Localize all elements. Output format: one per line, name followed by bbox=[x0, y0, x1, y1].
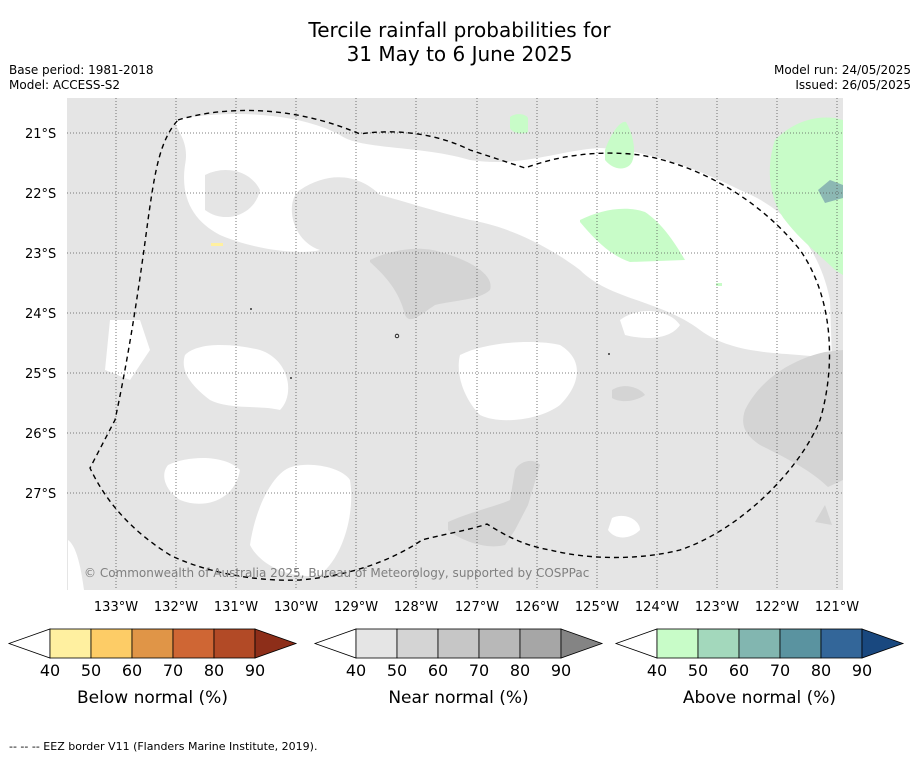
near-normal-colorbar-tick-label: 60 bbox=[428, 661, 448, 680]
below-normal-colorbar-over-triangle bbox=[254, 628, 298, 659]
above-normal-region-small bbox=[510, 114, 528, 134]
above-normal-colorbar-under-triangle bbox=[614, 628, 658, 659]
lat-label-26s: 26°S bbox=[25, 427, 56, 442]
near-normal-colorbar-tick-label: 70 bbox=[469, 661, 489, 680]
above-normal-region-north bbox=[605, 121, 635, 169]
above-normal-region-central bbox=[580, 208, 685, 262]
longitude-labels: 133°W 132°W 131°W 130°W 129°W 128°W 127°… bbox=[94, 600, 859, 615]
below-normal-colorbar: 40 50 60 70 80 90 Below normal (%) bbox=[7, 628, 298, 708]
near-normal-colorbar-tick-label: 40 bbox=[346, 661, 366, 680]
near-normal-colorbar-segment bbox=[478, 628, 521, 659]
above-normal-colorbar-tick-label: 80 bbox=[811, 661, 831, 680]
lon-label-124w: 124°W bbox=[635, 600, 679, 615]
model-run: Model run: 24/05/2025 bbox=[773, 63, 911, 77]
lon-label-123w: 123°W bbox=[695, 600, 739, 615]
above-normal-tiny-patch bbox=[716, 283, 722, 286]
above-normal-colorbar-segment bbox=[738, 628, 781, 659]
eez-border bbox=[89, 109, 831, 581]
island-marker-1 bbox=[250, 308, 252, 310]
above-normal-colorbar-title: Above normal (%) bbox=[683, 688, 836, 708]
lon-label-121w: 121°W bbox=[815, 600, 859, 615]
eez-footnote: -- -- -- EEZ border V11 (Flanders Marine… bbox=[9, 740, 318, 753]
below-normal-colorbar-segment bbox=[213, 628, 256, 659]
colorbar-legends: 40 50 60 70 80 90 Below normal (%) 40 50 60 70 80 90… bbox=[7, 628, 905, 708]
near-normal-colorbar-tick-label: 50 bbox=[387, 661, 407, 680]
lon-label-128w: 128°W bbox=[394, 600, 438, 615]
above-normal-colorbar-tick-label: 70 bbox=[770, 661, 790, 680]
lon-label-127w: 127°W bbox=[455, 600, 499, 615]
lon-label-131w: 131°W bbox=[214, 600, 258, 615]
above-normal-colorbar-tick-label: 40 bbox=[647, 661, 667, 680]
below-normal-colorbar-tick-label: 70 bbox=[163, 661, 183, 680]
island-marker-4 bbox=[608, 353, 610, 355]
below-normal-patch bbox=[211, 243, 223, 246]
title-line-2: 31 May to 6 June 2025 bbox=[346, 42, 573, 66]
near-normal-region bbox=[67, 98, 843, 590]
meta-left: Base period: 1981-2018 Model: ACCESS-S2 bbox=[9, 63, 154, 93]
lon-label-130w: 130°W bbox=[274, 600, 318, 615]
near-normal-darker-se bbox=[815, 505, 832, 525]
model-name: Model: ACCESS-S2 bbox=[9, 78, 121, 92]
lon-label-132w: 132°W bbox=[154, 600, 198, 615]
above-normal-colorbar-segment bbox=[656, 628, 699, 659]
lat-label-27s: 27°S bbox=[25, 487, 56, 502]
below-normal-colorbar-tick-label: 90 bbox=[245, 661, 265, 680]
lat-label-25s: 25°S bbox=[25, 367, 56, 382]
near-normal-colorbar-title: Near normal (%) bbox=[388, 688, 528, 708]
above-normal-region-east bbox=[769, 117, 843, 275]
map-area: © Commonwealth of Australia 2025, Bureau… bbox=[67, 98, 843, 590]
near-normal-colorbar-segment bbox=[355, 628, 398, 659]
near-normal-colorbar-segment bbox=[396, 628, 439, 659]
near-normal-colorbar-over-triangle bbox=[560, 628, 604, 659]
below-normal-colorbar-segment bbox=[172, 628, 215, 659]
below-normal-colorbar-tick-label: 60 bbox=[122, 661, 142, 680]
base-period: Base period: 1981-2018 bbox=[9, 63, 154, 77]
lon-label-126w: 126°W bbox=[515, 600, 559, 615]
issued-date: Issued: 26/05/2025 bbox=[795, 78, 911, 92]
near-normal-colorbar-segment bbox=[437, 628, 480, 659]
below-normal-colorbar-segment bbox=[49, 628, 92, 659]
above-normal-colorbar-tick-label: 90 bbox=[852, 661, 872, 680]
lon-label-125w: 125°W bbox=[575, 600, 619, 615]
above-normal-colorbar-tick-label: 60 bbox=[729, 661, 749, 680]
latitude-labels: 21°S 22°S 23°S 24°S 25°S 26°S 27°S bbox=[25, 127, 56, 502]
below-normal-colorbar-title: Below normal (%) bbox=[77, 688, 228, 708]
lon-label-133w: 133°W bbox=[94, 600, 138, 615]
above-normal-colorbar-over-triangle bbox=[861, 628, 905, 659]
below-normal-colorbar-segment bbox=[131, 628, 174, 659]
island-marker-2 bbox=[290, 377, 292, 379]
grid-lines bbox=[67, 98, 843, 590]
chart-title: Tercile rainfall probabilities for 31 Ma… bbox=[0, 18, 919, 66]
below-normal-colorbar-under-triangle bbox=[7, 628, 51, 659]
lat-label-24s: 24°S bbox=[25, 307, 56, 322]
near-normal-darker-east bbox=[743, 350, 843, 487]
lon-label-129w: 129°W bbox=[334, 600, 378, 615]
above-normal-colorbar: 40 50 60 70 80 90 Above normal (%) bbox=[614, 628, 905, 708]
title-line-1: Tercile rainfall probabilities for bbox=[308, 18, 611, 42]
below-normal-colorbar-tick-label: 50 bbox=[81, 661, 101, 680]
above-normal-colorbar-segment bbox=[697, 628, 740, 659]
lat-label-23s: 23°S bbox=[25, 247, 56, 262]
lon-label-122w: 122°W bbox=[755, 600, 799, 615]
lat-label-21s: 21°S bbox=[25, 127, 56, 142]
island-marker-3 bbox=[394, 333, 400, 339]
below-normal-colorbar-segment bbox=[90, 628, 133, 659]
above-normal-colorbar-segment bbox=[779, 628, 822, 659]
meta-right: Model run: 24/05/2025 Issued: 26/05/2025 bbox=[774, 63, 911, 93]
below-normal-colorbar-tick-label: 80 bbox=[204, 661, 224, 680]
near-normal-darker-central bbox=[370, 248, 491, 320]
above-normal-colorbar-tick-label: 50 bbox=[688, 661, 708, 680]
near-normal-colorbar-tick-label: 90 bbox=[551, 661, 571, 680]
near-normal-colorbar-tick-label: 80 bbox=[510, 661, 530, 680]
below-normal-colorbar-tick-label: 40 bbox=[40, 661, 60, 680]
near-normal-darker-south bbox=[448, 460, 540, 547]
above-normal-colorbar-segment bbox=[820, 628, 863, 659]
copyright-notice: © Commonwealth of Australia 2025, Bureau… bbox=[84, 566, 589, 580]
near-normal-colorbar-segment bbox=[519, 628, 562, 659]
near-normal-darker-small bbox=[612, 386, 645, 402]
near-normal-colorbar: 40 50 60 70 80 90 Near normal (%) bbox=[313, 628, 604, 708]
lat-label-22s: 22°S bbox=[25, 187, 56, 202]
near-normal-colorbar-under-triangle bbox=[313, 628, 357, 659]
